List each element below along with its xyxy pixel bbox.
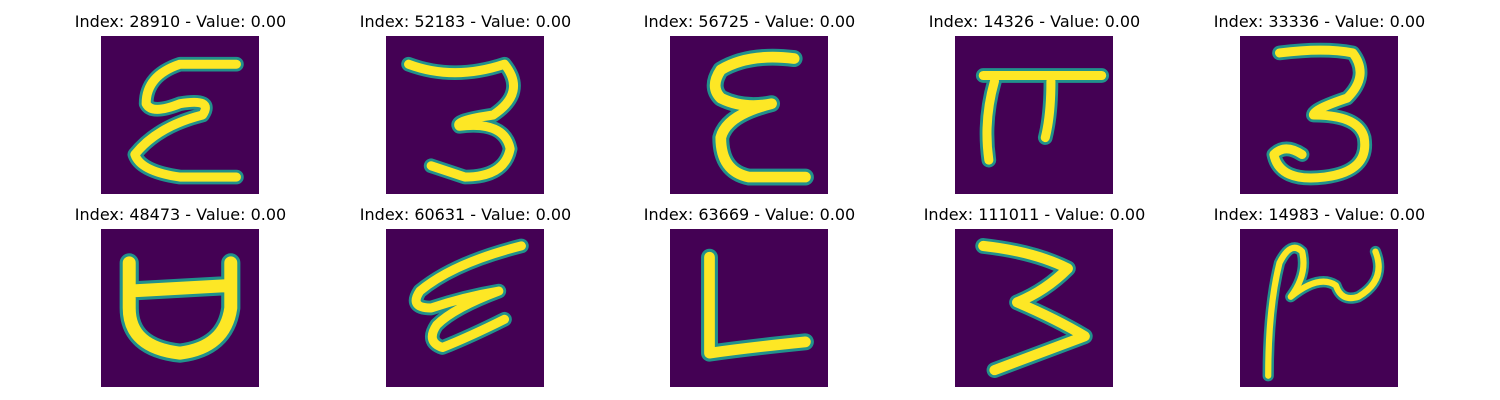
image-title: Index: 33336 - Value: 0.00 [1213,12,1426,31]
glyph-thumbnail [955,229,1113,387]
three-stroke-icon [401,56,521,185]
image-tile: Index: 33336 - Value: 0.00 [1177,12,1462,194]
image-title: Index: 48473 - Value: 0.00 [74,205,287,224]
glyph-thumbnail [101,229,259,387]
three-stroke-icon [975,238,1093,378]
image-tile: Index: 28910 - Value: 0.00 [38,12,323,194]
image-tile: Index: 60631 - Value: 0.00 [323,205,608,387]
image-title: Index: 14326 - Value: 0.00 [928,12,1141,31]
image-tile: Index: 56725 - Value: 0.00 [607,12,892,194]
image-tile: Index: 14326 - Value: 0.00 [892,12,1177,194]
glyph-thumbnail [1240,229,1398,387]
glyph-thumbnail [101,36,259,194]
image-title: Index: 56725 - Value: 0.00 [643,12,856,31]
image-title: Index: 52183 - Value: 0.00 [359,12,572,31]
glyph-thumbnail [670,229,828,387]
l-stroke-icon [701,248,814,362]
glyph-thumbnail [1240,36,1398,194]
glyph-thumbnail [386,36,544,194]
image-tile: Index: 111011 - Value: 0.00 [892,205,1177,387]
image-tile: Index: 48473 - Value: 0.00 [38,205,323,387]
image-title: Index: 111011 - Value: 0.00 [923,205,1146,224]
glyph-thumbnail [670,36,828,194]
epsilon-stroke-icon [127,56,244,185]
image-tile: Index: 14983 - Value: 0.00 [1177,205,1462,387]
d-rotated-stroke-icon [119,253,241,363]
image-title: Index: 60631 - Value: 0.00 [359,205,572,224]
epsilon-stroke-icon [706,48,814,186]
glyph-thumbnail [386,229,544,387]
rho-two-stroke-icon [1262,242,1385,382]
epsilon-stroke-icon [408,238,529,355]
glyph-thumbnail [955,36,1113,194]
pi-stroke-icon [975,68,1110,168]
three-stroke-icon [1266,42,1373,186]
image-tile: Index: 63669 - Value: 0.00 [607,205,892,387]
image-title: Index: 63669 - Value: 0.00 [643,205,856,224]
image-title: Index: 28910 - Value: 0.00 [74,12,287,31]
image-tile: Index: 52183 - Value: 0.00 [323,12,608,194]
image-title: Index: 14983 - Value: 0.00 [1213,205,1426,224]
